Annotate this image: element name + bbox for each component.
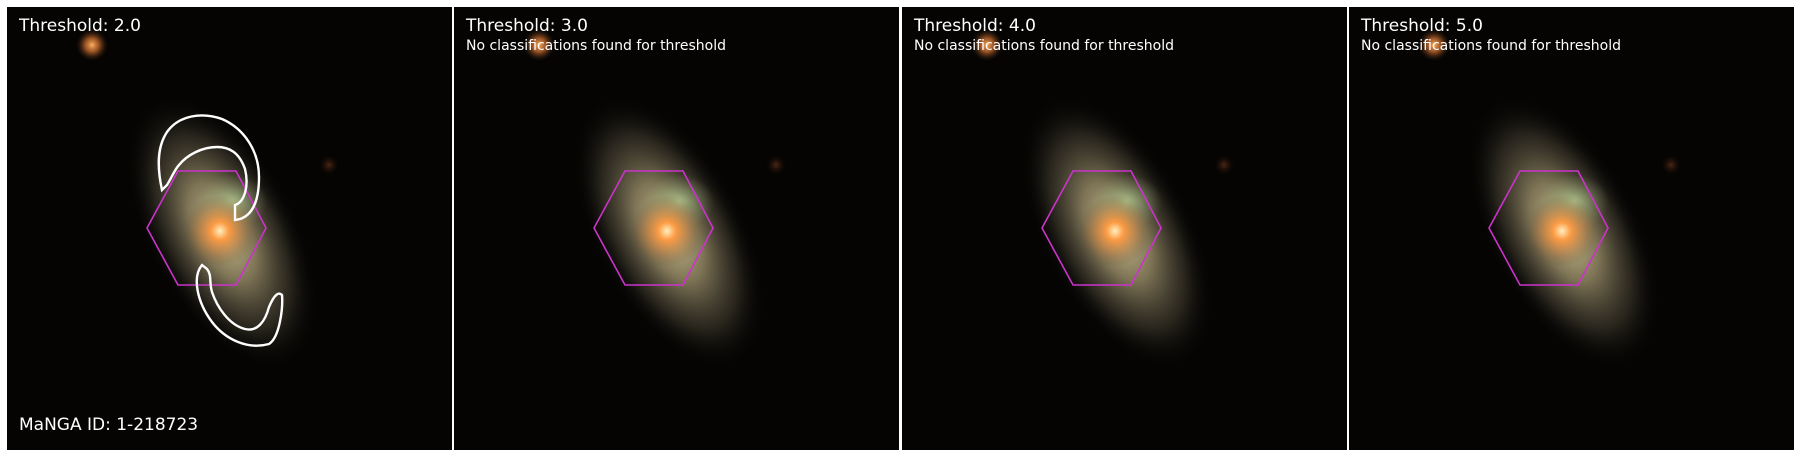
ifu-hexagon bbox=[593, 170, 714, 286]
threshold-title: Threshold: 5.0 bbox=[1361, 16, 1483, 36]
foreground-star bbox=[971, 29, 1003, 61]
galaxy-core bbox=[631, 195, 703, 267]
galaxy-image bbox=[1349, 7, 1794, 450]
galaxy-image bbox=[7, 7, 452, 450]
ifu-hexagon bbox=[1488, 170, 1609, 286]
galaxy-core bbox=[1079, 195, 1151, 267]
foreground-star bbox=[1418, 29, 1450, 61]
no-classification-note: No classifications found for threshold bbox=[466, 38, 726, 54]
panel-threshold-5: Threshold: 5.0 No classifications found … bbox=[1349, 7, 1794, 450]
ifu-hexagon bbox=[1041, 170, 1162, 286]
spiral-arm-contour-lower bbox=[195, 263, 284, 347]
ifu-hexagon bbox=[146, 170, 267, 286]
foreground-star bbox=[523, 29, 555, 61]
panel-threshold-4: Threshold: 4.0 No classifications found … bbox=[902, 7, 1347, 450]
galaxy-core bbox=[1526, 195, 1598, 267]
panel-threshold-3: Threshold: 3.0 No classifications found … bbox=[454, 7, 899, 450]
threshold-title: Threshold: 3.0 bbox=[466, 16, 588, 36]
manga-id-label: MaNGA ID: 1-218723 bbox=[19, 415, 199, 435]
foreground-star bbox=[76, 29, 108, 61]
no-classification-note: No classifications found for threshold bbox=[914, 38, 1174, 54]
galaxy-core bbox=[184, 195, 256, 267]
galaxy-image bbox=[454, 7, 899, 450]
threshold-title: Threshold: 4.0 bbox=[914, 16, 1036, 36]
panel-threshold-2: Threshold: 2.0 MaNGA ID: 1-218723 bbox=[7, 7, 452, 450]
no-classification-note: No classifications found for threshold bbox=[1361, 38, 1621, 54]
spiral-arm-contour-upper bbox=[157, 114, 261, 222]
galaxy-image bbox=[902, 7, 1347, 450]
threshold-title: Threshold: 2.0 bbox=[19, 16, 141, 36]
